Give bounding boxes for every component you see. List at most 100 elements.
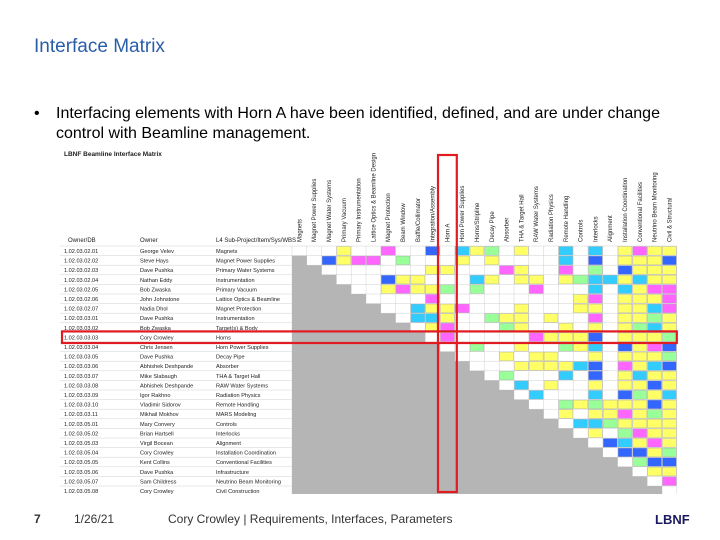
matrix-interface-cell xyxy=(499,371,514,381)
matrix-interface-cell xyxy=(588,313,603,323)
matrix-interface-cell xyxy=(321,255,337,265)
matrix-row-owner: Chris Jensen xyxy=(140,345,173,351)
matrix-row-owner: Mikhail Mokhov xyxy=(140,412,179,418)
matrix-interface-cell xyxy=(662,419,677,429)
matrix-row-owner: Cory Crowley xyxy=(140,451,174,457)
matrix-column-header: Beam Window xyxy=(401,203,407,242)
matrix-interface-cell xyxy=(662,457,677,467)
matrix-interface-cell xyxy=(632,361,647,371)
matrix-column-header: Neutrino Beam Monitoring xyxy=(653,172,659,242)
matrix-interface-cell xyxy=(558,399,573,409)
matrix-row-owner-db: 1.02.03.02.01 xyxy=(64,249,98,255)
matrix-interface-cell xyxy=(662,447,677,457)
matrix-interface-cell xyxy=(573,275,588,285)
matrix-interface-cell xyxy=(617,419,633,429)
matrix-interface-cell xyxy=(603,399,618,409)
matrix-interface-cell xyxy=(647,428,662,438)
matrix-interface-cell xyxy=(588,390,603,400)
matrix-interface-cell xyxy=(573,294,588,304)
matrix-interface-cell xyxy=(647,371,662,381)
matrix-interface-cell xyxy=(603,419,618,429)
matrix-interface-cell xyxy=(662,476,677,486)
matrix-interface-cell xyxy=(617,361,633,371)
matrix-interface-cell xyxy=(617,351,633,361)
matrix-interface-cell xyxy=(617,313,633,323)
matrix-interface-cell xyxy=(558,409,573,419)
matrix-interface-cell xyxy=(617,438,633,448)
matrix-row-owner: Brian Hartsell xyxy=(140,431,174,437)
matrix-interface-cell xyxy=(617,380,633,390)
matrix-row-item: Interlocks xyxy=(216,431,240,437)
matrix-unused-triangle xyxy=(292,246,662,494)
matrix-interface-cell xyxy=(617,399,633,409)
matrix-row-owner: Nathan Eddy xyxy=(140,278,173,284)
matrix-interface-cell xyxy=(617,371,633,381)
matrix-interface-cell xyxy=(647,447,662,457)
matrix-interface-cell xyxy=(514,313,529,323)
matrix-interface-cell xyxy=(529,351,544,361)
matrix-interface-cell xyxy=(617,255,633,265)
matrix-interface-cell xyxy=(514,303,529,313)
matrix-row-owner: Sam Childress xyxy=(140,479,177,485)
matrix-row-item: Remote Handling xyxy=(216,403,259,409)
matrix-row-owner: Bob Zwaska xyxy=(140,326,172,332)
matrix-column-header: Conventional Facilities xyxy=(638,182,644,242)
matrix-interface-cell xyxy=(647,351,662,361)
matrix-column-header: Magnet Power Supplies xyxy=(312,179,318,242)
matrix-interface-cell xyxy=(617,284,633,294)
matrix-row-owner-db: 1.02.03.05.08 xyxy=(64,489,98,494)
matrix-interface-cell xyxy=(647,246,662,256)
matrix-row-owner: Cory Crowley xyxy=(140,335,174,341)
matrix-interface-cell xyxy=(573,303,588,313)
matrix-interface-cell xyxy=(617,390,633,400)
matrix-interface-cell xyxy=(617,447,633,457)
matrix-interface-cell xyxy=(558,265,573,275)
matrix-interface-cell xyxy=(395,255,411,265)
matrix-row-owner-db: 1.02.03.05.01 xyxy=(64,422,98,428)
matrix-interface-cell xyxy=(662,467,677,477)
bullet-text: Interfacing elements with Horn A have be… xyxy=(56,105,660,142)
matrix-interface-cell xyxy=(632,313,647,323)
matrix-interface-cell xyxy=(440,284,455,294)
matrix-interface-cell xyxy=(662,351,677,361)
matrix-row-owner: Mary Convery xyxy=(140,422,175,428)
matrix-interface-cell xyxy=(632,303,647,313)
matrix-interface-cell xyxy=(632,265,647,275)
lbnf-logo: LBNF xyxy=(655,512,690,527)
matrix-interface-cell xyxy=(632,409,647,419)
matrix-interface-cell xyxy=(514,275,529,285)
matrix-interface-cell xyxy=(514,246,529,256)
horn-a-column-highlight xyxy=(436,153,458,494)
matrix-row-owner: Igor Rakhno xyxy=(140,393,170,399)
matrix-interface-cell xyxy=(647,294,662,304)
matrix-interface-cell xyxy=(647,467,662,477)
matrix-interface-cell xyxy=(647,438,662,448)
matrix-row-owner: Abhishek Deshpande xyxy=(140,383,193,389)
horn-a-row-highlight xyxy=(60,330,678,345)
matrix-interface-cell xyxy=(543,332,559,342)
matrix-interface-cell xyxy=(662,275,677,285)
matrix-interface-cell xyxy=(410,284,425,294)
matrix-interface-cell xyxy=(558,371,573,381)
matrix-row-owner: Steve Hays xyxy=(140,259,169,265)
matrix-interface-cell xyxy=(425,246,440,256)
matrix-interface-cell xyxy=(632,371,647,381)
matrix-row-owner: George Velev xyxy=(140,249,174,255)
matrix-interface-cell xyxy=(588,409,603,419)
matrix-interface-cell xyxy=(514,361,529,371)
matrix-row-item: Absorber xyxy=(216,364,239,370)
matrix-interface-cell xyxy=(603,438,618,448)
matrix-interface-cell xyxy=(455,303,470,313)
matrix-header-owner-db: Owner/DB xyxy=(68,238,96,244)
matrix-interface-cell xyxy=(632,428,647,438)
matrix-interface-cell xyxy=(499,351,514,361)
matrix-interface-cell xyxy=(647,303,662,313)
matrix-interface-cell xyxy=(425,313,440,323)
matrix-row-owner-db: 1.02.03.02.04 xyxy=(64,278,98,284)
matrix-column-header: Primary Vacuum xyxy=(342,198,348,242)
matrix-interface-cell xyxy=(484,275,499,285)
matrix-interface-cell xyxy=(617,409,633,419)
matrix-interface-cell xyxy=(662,303,677,313)
matrix-interface-cell xyxy=(662,409,677,419)
matrix-row-owner: Abhishek Deshpande xyxy=(140,364,193,370)
